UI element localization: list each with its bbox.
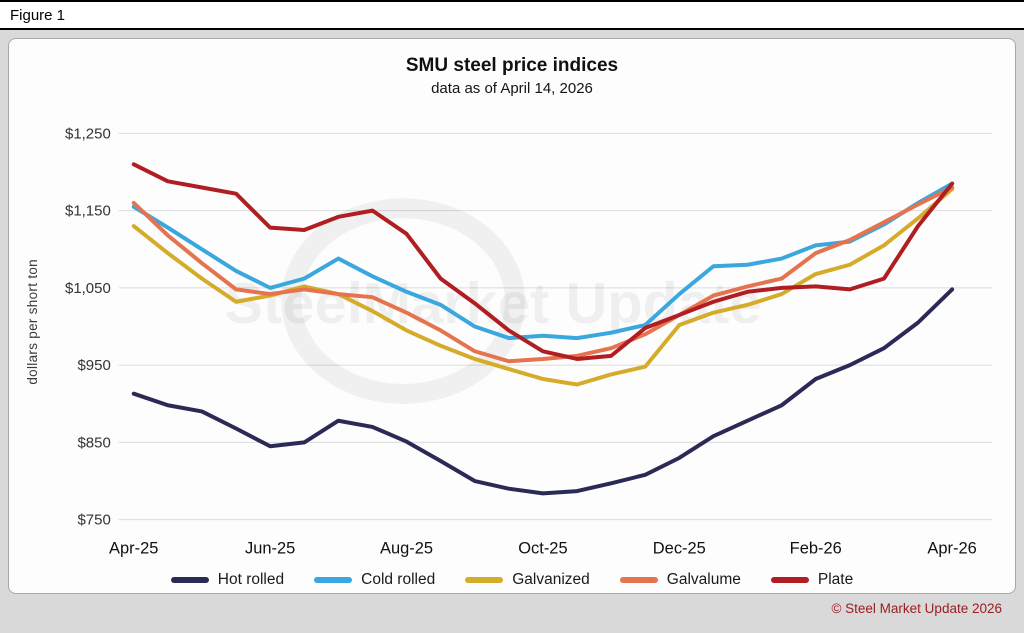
- figure-header: Figure 1: [0, 0, 1024, 30]
- y-tick-label: $1,050: [65, 280, 111, 297]
- legend-swatch: [619, 577, 658, 583]
- series-hot-rolled: [131, 287, 955, 496]
- legend-swatch: [170, 577, 209, 583]
- legend-label: Cold rolled: [361, 571, 436, 588]
- x-tick-label: Jun-25: [245, 540, 295, 558]
- copyright-text: © Steel Market Update 2026: [831, 601, 1002, 616]
- figure-page: Figure 1 SMU steel price indices data as…: [0, 0, 1024, 616]
- x-tick-label: Apr-26: [927, 540, 976, 558]
- y-tick-label: $850: [77, 434, 110, 451]
- figure-label: Figure 1: [10, 7, 66, 24]
- line-chart: $750 $850 $950 $1,050 $1,150 $1,250 SteelMarke…: [65, 125, 993, 558]
- legend-item-cold-rolled: Cold rolled: [314, 571, 435, 589]
- y-tick-label: $1,250: [65, 125, 111, 142]
- series-plate: [131, 162, 955, 361]
- legend-item-plate: Plate: [770, 571, 854, 589]
- chart-legend: Hot rolled Cold rolled Galvanized Galvalume…: [9, 571, 1015, 589]
- x-tick-label: Oct-25: [518, 540, 567, 558]
- legend-swatch: [465, 577, 504, 583]
- x-tick-label: Apr-25: [109, 540, 158, 558]
- watermark-text: SteelMarket Update: [224, 272, 761, 336]
- y-tick-label: $1,150: [65, 203, 111, 220]
- legend-label: Plate: [817, 571, 854, 588]
- legend-swatch: [314, 577, 353, 583]
- chart-area: dollars per short ton $750 $850 $950 $1,050…: [9, 101, 1015, 571]
- legend-item-hot-rolled: Hot rolled: [170, 571, 285, 589]
- legend-swatch: [770, 577, 809, 583]
- series-galvalume: [131, 185, 955, 364]
- x-tick-label: Aug-25: [380, 540, 433, 558]
- chart-title: SMU steel price indices: [405, 55, 619, 76]
- watermark-swoosh: [281, 198, 525, 404]
- legend-item-galvalume: Galvalume: [619, 571, 741, 589]
- y-tick-label: $950: [77, 357, 110, 374]
- legend-item-galvanized: Galvanized: [465, 571, 590, 589]
- chart-subtitle: data as of April 14, 2026: [431, 80, 593, 97]
- figure-body: SMU steel price indices data as of April…: [0, 30, 1024, 616]
- legend-label: Galvanized: [512, 571, 590, 588]
- series-cold-rolled: [131, 181, 955, 341]
- x-tick-label: Dec-25: [653, 540, 706, 558]
- y-tick-label: $750: [77, 512, 110, 529]
- x-tick-label: Feb-26: [790, 540, 842, 558]
- legend-label: Galvalume: [666, 571, 741, 588]
- legend-label: Hot rolled: [217, 571, 285, 588]
- chart-panel: SMU steel price indices data as of April…: [8, 38, 1016, 594]
